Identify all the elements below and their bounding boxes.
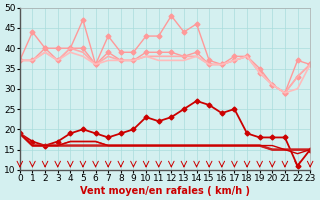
X-axis label: Vent moyen/en rafales ( km/h ): Vent moyen/en rafales ( km/h ) bbox=[80, 186, 250, 196]
